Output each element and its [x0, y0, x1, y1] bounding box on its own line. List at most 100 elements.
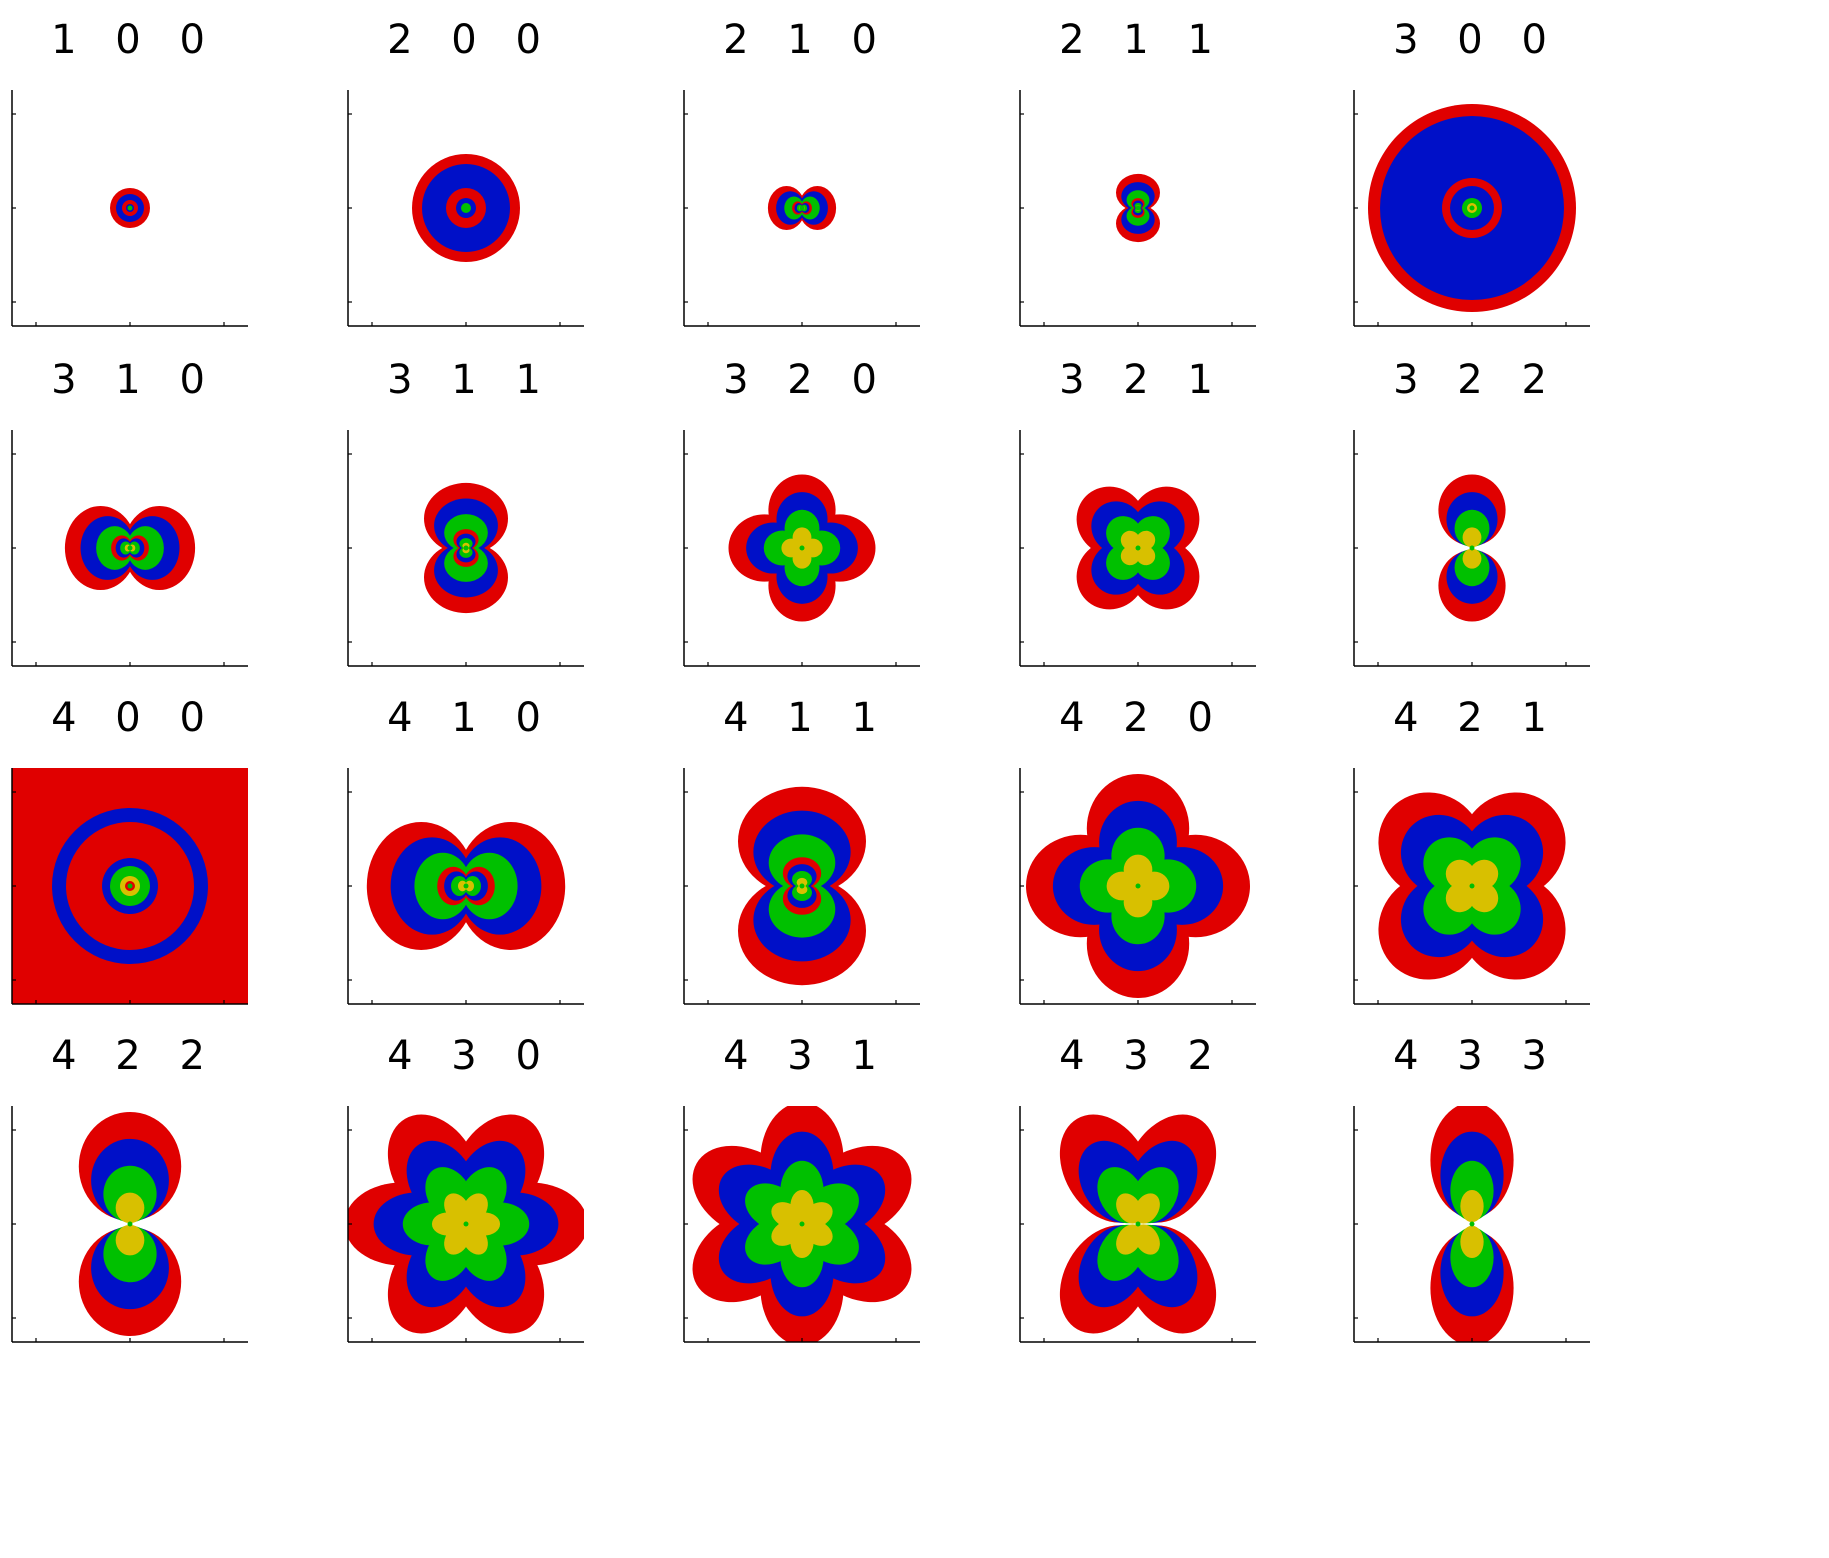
- orbital-svg: [347, 1106, 584, 1343]
- nucleus-dot: [1135, 883, 1141, 889]
- orbital-panel-9: 3 2 1: [1019, 350, 1256, 667]
- orbital-plot: [683, 768, 920, 1005]
- core-lobe: [792, 548, 812, 569]
- core-lobe: [792, 527, 812, 548]
- core-lobe: [1462, 548, 1482, 569]
- orbital-plot: [1019, 90, 1256, 327]
- panel-title: 4 2 1: [1393, 695, 1551, 741]
- panel-title: 1 0 0: [51, 17, 209, 63]
- orbital-svg: [683, 768, 920, 1005]
- orbital-plot: [347, 1106, 584, 1343]
- orbital-plot: [11, 90, 248, 327]
- orbital-surface: [424, 482, 508, 614]
- orbital-plot: [1353, 430, 1590, 667]
- panel-title: 3 2 2: [1393, 357, 1551, 403]
- nucleus-dot: [1469, 545, 1475, 551]
- orbital-svg: [347, 768, 584, 1005]
- orbital-panel-6: 3 1 0: [11, 350, 248, 667]
- orbital-svg: [1353, 768, 1590, 1005]
- nucleus-dot: [799, 545, 805, 551]
- orbital-plot: [1353, 768, 1590, 1005]
- core-lobe: [1468, 859, 1499, 890]
- orbital-panel-17: 4 3 0: [347, 1026, 584, 1343]
- orbital-plot: [683, 90, 920, 327]
- orbital-surface: [1116, 173, 1160, 243]
- panel-title: 3 1 1: [387, 357, 545, 403]
- orbital-panel-2: 2 0 0: [347, 10, 584, 327]
- orbital-panel-19: 4 3 2: [1019, 1026, 1256, 1343]
- orbital-plot: [683, 1106, 920, 1343]
- panel-title: 4 2 2: [51, 1033, 209, 1079]
- orbital-panel-18: 4 3 1: [683, 1026, 920, 1343]
- core-lobe: [1123, 854, 1153, 886]
- orbital-svg: [683, 430, 920, 667]
- nucleus-dot: [463, 1221, 469, 1227]
- orbital-panel-7: 3 1 1: [347, 350, 584, 667]
- core-lobe: [1120, 530, 1141, 551]
- nucleus-dot: [799, 205, 805, 211]
- nucleus-dot: [463, 883, 469, 889]
- orbital-plot: [347, 768, 584, 1005]
- orbital-surface: [692, 1106, 912, 1342]
- orbital-svg: [11, 1106, 248, 1343]
- orbital-surface: [64, 506, 196, 590]
- core-lobe: [444, 1224, 470, 1255]
- orbital-svg: [1019, 90, 1256, 327]
- core-lobe: [802, 1202, 833, 1228]
- orbital-svg: [1019, 1106, 1256, 1343]
- orbital-surface: [348, 1114, 584, 1334]
- core-lobe: [1460, 1225, 1484, 1259]
- nucleus-dot: [1469, 1221, 1475, 1227]
- panel-title: 4 1 0: [387, 695, 545, 741]
- orbital-panel-15: 4 2 1: [1353, 688, 1590, 1005]
- nucleus-dot: [799, 883, 805, 889]
- orbital-panel-14: 4 2 0: [1019, 688, 1256, 1005]
- orbital-surface: [110, 188, 150, 228]
- orbital-svg: [11, 430, 248, 667]
- orbital-svg: [11, 90, 248, 327]
- nucleus-dot: [127, 1221, 133, 1227]
- core-lobe: [1120, 545, 1141, 566]
- orbital-surface: [12, 768, 248, 1004]
- core-lobe: [1135, 530, 1156, 551]
- core-lobe: [1135, 545, 1156, 566]
- orbital-plot: [11, 430, 248, 667]
- orbital-panel-16: 4 2 2: [11, 1026, 248, 1343]
- orbital-panel-11: 4 0 0: [11, 688, 248, 1005]
- orbital-svg: [1353, 90, 1590, 327]
- orbital-panel-12: 4 1 0: [347, 688, 584, 1005]
- orbital-panel-1: 1 0 0: [11, 10, 248, 327]
- panel-title: 4 1 1: [723, 695, 881, 741]
- core-lobe: [1445, 859, 1476, 890]
- nucleus-dot: [1469, 883, 1475, 889]
- panel-title: 4 3 1: [723, 1033, 881, 1079]
- orbital-svg: [1019, 768, 1256, 1005]
- panel-title: 2 1 1: [1059, 17, 1217, 63]
- nucleus-dot: [1469, 205, 1475, 211]
- orbital-panel-4: 2 1 1: [1019, 10, 1256, 327]
- orbital-plot: [11, 768, 248, 1005]
- orbital-plot: [11, 1106, 248, 1343]
- orbital-svg: [11, 768, 248, 1005]
- core-lobe: [1460, 1189, 1484, 1223]
- panel-title: 3 0 0: [1393, 17, 1551, 63]
- core-lobe: [1468, 882, 1499, 913]
- nucleus-dot: [463, 545, 469, 551]
- panel-title: 4 0 0: [51, 695, 209, 741]
- orbital-plot: [1019, 768, 1256, 1005]
- core-lobe: [771, 1220, 802, 1246]
- orbital-surface: [412, 154, 520, 262]
- panel-title: 4 3 3: [1393, 1033, 1551, 1079]
- orbital-surface: [1026, 774, 1250, 999]
- panel-title: 4 3 0: [387, 1033, 545, 1079]
- nucleus-dot: [1135, 1221, 1141, 1227]
- core-lobe: [1134, 1193, 1160, 1224]
- orbital-surface: [1430, 1106, 1514, 1342]
- orbital-svg: [1019, 430, 1256, 667]
- orbital-svg: [683, 90, 920, 327]
- orbital-svg: [347, 90, 584, 327]
- core-lobe: [115, 1192, 145, 1224]
- panel-title: 4 3 2: [1059, 1033, 1217, 1079]
- orbital-panel-20: 4 3 3: [1353, 1026, 1590, 1343]
- nucleus-dot: [463, 205, 469, 211]
